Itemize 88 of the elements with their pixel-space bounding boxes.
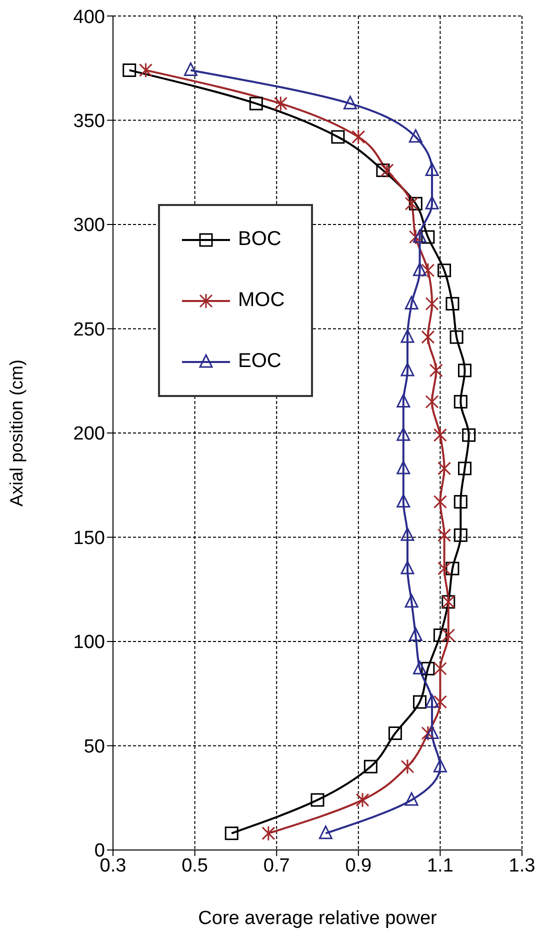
point bbox=[413, 660, 426, 674]
point bbox=[421, 329, 435, 345]
point bbox=[433, 494, 447, 510]
point bbox=[138, 62, 152, 78]
point bbox=[458, 462, 472, 476]
point bbox=[184, 62, 198, 76]
point bbox=[450, 330, 464, 344]
point bbox=[274, 96, 288, 112]
point bbox=[404, 792, 418, 806]
point bbox=[458, 364, 472, 378]
point bbox=[425, 162, 439, 176]
point bbox=[438, 264, 452, 278]
point bbox=[454, 495, 468, 509]
y-tick-label: 300 bbox=[73, 215, 105, 236]
y-tick-label: 250 bbox=[73, 319, 105, 340]
point bbox=[408, 229, 422, 245]
point bbox=[356, 792, 370, 808]
y-tick-label: 100 bbox=[73, 632, 105, 654]
point bbox=[433, 427, 447, 443]
legend-label: MOC bbox=[238, 289, 285, 312]
y-tick-label: 400 bbox=[73, 6, 105, 28]
point bbox=[318, 826, 332, 840]
point bbox=[421, 262, 435, 278]
x-axis-title: Core average relative power bbox=[198, 908, 438, 929]
point bbox=[396, 494, 410, 508]
point bbox=[400, 329, 414, 343]
x-tick-label: 0.5 bbox=[182, 855, 208, 876]
point bbox=[425, 296, 439, 312]
x-tick-label: 0.9 bbox=[345, 855, 372, 876]
y-tick-label: 350 bbox=[73, 110, 105, 132]
y-tick-label: 50 bbox=[84, 736, 105, 758]
point bbox=[396, 394, 410, 408]
point bbox=[438, 527, 452, 543]
point bbox=[404, 196, 418, 212]
point bbox=[331, 130, 345, 144]
legend-label: BOC bbox=[238, 228, 282, 251]
point bbox=[425, 394, 439, 410]
point bbox=[425, 694, 439, 708]
point bbox=[224, 826, 238, 840]
point bbox=[433, 694, 447, 710]
point bbox=[343, 96, 357, 110]
point bbox=[442, 627, 456, 643]
legend-label: EOC bbox=[238, 350, 282, 373]
point bbox=[400, 527, 414, 541]
point bbox=[352, 129, 366, 145]
point bbox=[425, 196, 439, 210]
point bbox=[421, 230, 435, 244]
point bbox=[310, 793, 324, 807]
point bbox=[433, 628, 447, 642]
point bbox=[122, 63, 136, 77]
point bbox=[438, 560, 452, 576]
x-tick-label: 0.7 bbox=[263, 855, 290, 876]
point bbox=[413, 229, 426, 243]
point bbox=[388, 726, 402, 740]
point bbox=[262, 826, 276, 842]
point bbox=[438, 460, 452, 476]
point bbox=[376, 164, 390, 178]
point bbox=[454, 528, 468, 542]
point bbox=[404, 594, 418, 608]
point bbox=[429, 362, 443, 378]
point bbox=[413, 695, 426, 709]
y-tick-label: 200 bbox=[73, 424, 105, 445]
point bbox=[421, 662, 435, 676]
point bbox=[421, 725, 435, 741]
point bbox=[400, 362, 414, 376]
point bbox=[462, 428, 476, 442]
point bbox=[413, 262, 426, 276]
point bbox=[400, 758, 414, 774]
y-tick-label: 150 bbox=[73, 528, 105, 549]
point bbox=[433, 758, 447, 772]
point bbox=[249, 96, 263, 110]
point bbox=[364, 760, 378, 774]
point bbox=[404, 296, 418, 310]
point bbox=[400, 560, 414, 574]
point bbox=[425, 725, 439, 739]
point bbox=[446, 296, 460, 310]
point bbox=[454, 394, 468, 408]
y-axis-title: Axial position (cm) bbox=[6, 359, 26, 507]
point bbox=[380, 162, 394, 178]
point bbox=[433, 660, 447, 676]
point bbox=[396, 460, 410, 474]
x-tick-label: 1.3 bbox=[508, 855, 536, 876]
point bbox=[396, 427, 410, 441]
point bbox=[408, 627, 422, 641]
x-tick-label: 1.1 bbox=[426, 855, 454, 876]
point bbox=[408, 129, 422, 143]
point bbox=[408, 196, 422, 210]
point bbox=[446, 562, 460, 576]
